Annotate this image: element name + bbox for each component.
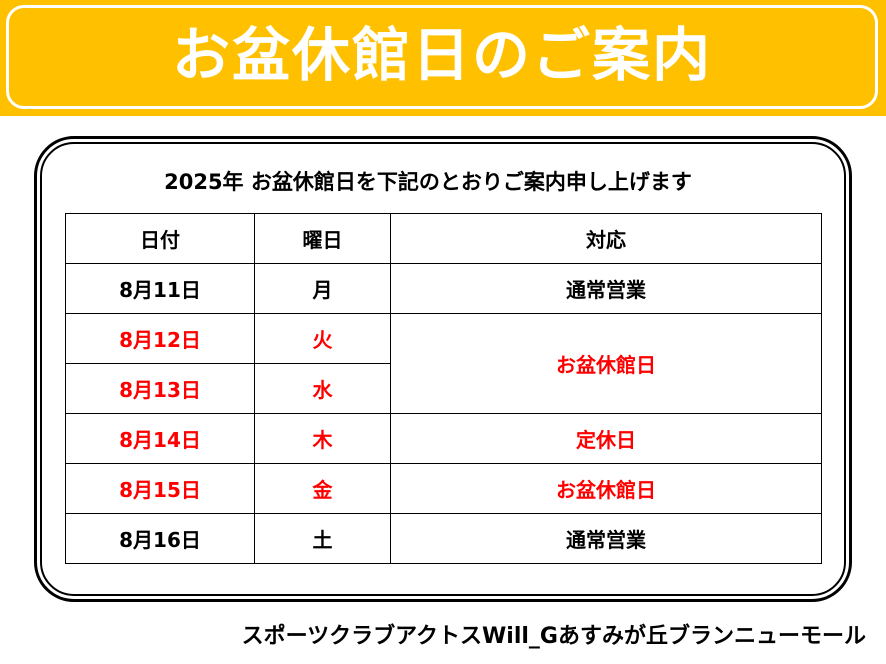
title-banner: お盆休館日のご案内 [0,0,886,116]
row-response: 通常営業 [390,263,822,314]
table-row: 8月14日 木 定休日 [65,413,822,464]
notice-intro-text: 2025年 お盆休館日を下記のとおりご案内申し上げます [164,170,692,194]
table-header-row: 日付 曜日 対応 [65,213,822,264]
row-date: 8月14日 [65,413,255,464]
row-date: 8月11日 [65,263,255,314]
table-row: 8月13日 水 [65,363,822,414]
row-day: 水 [254,363,391,414]
row-day: 土 [254,513,391,564]
row-day: 月 [254,263,391,314]
row-date: 8月16日 [65,513,255,564]
table-row: 8月16日 土 通常営業 [65,513,822,564]
header-date: 日付 [65,213,255,264]
table-row: 8月15日 金 お盆休館日 [65,463,822,514]
row-date: 8月15日 [65,463,255,514]
row-response: お盆休館日 [390,463,822,514]
row-response: お盆休館日 [390,313,822,414]
row-day: 金 [254,463,391,514]
header-day: 曜日 [254,213,391,264]
page-title: お盆休館日のご案内 [171,21,712,89]
row-day: 木 [254,413,391,464]
holiday-schedule-table: 日付 曜日 対応 8月11日 月 通常営業 8月12日 火 お盆休館日 8月13… [65,213,822,564]
header-response: 対応 [390,213,822,264]
row-response: 定休日 [390,413,822,464]
row-response: 通常営業 [390,513,822,564]
table-row: 8月12日 火 お盆休館日 [65,313,822,414]
notice-card-outer-border [34,136,852,602]
row-date: 8月13日 [65,363,255,414]
notice-card-inner-border [40,142,846,596]
title-banner-frame: お盆休館日のご案内 [6,5,878,109]
organization-name: スポーツクラブアクトスWill_Gあすみが丘ブランニューモール [241,624,866,649]
table-row: 8月11日 月 通常営業 [65,263,822,314]
row-date: 8月12日 [65,313,255,364]
row-day: 火 [254,313,391,364]
